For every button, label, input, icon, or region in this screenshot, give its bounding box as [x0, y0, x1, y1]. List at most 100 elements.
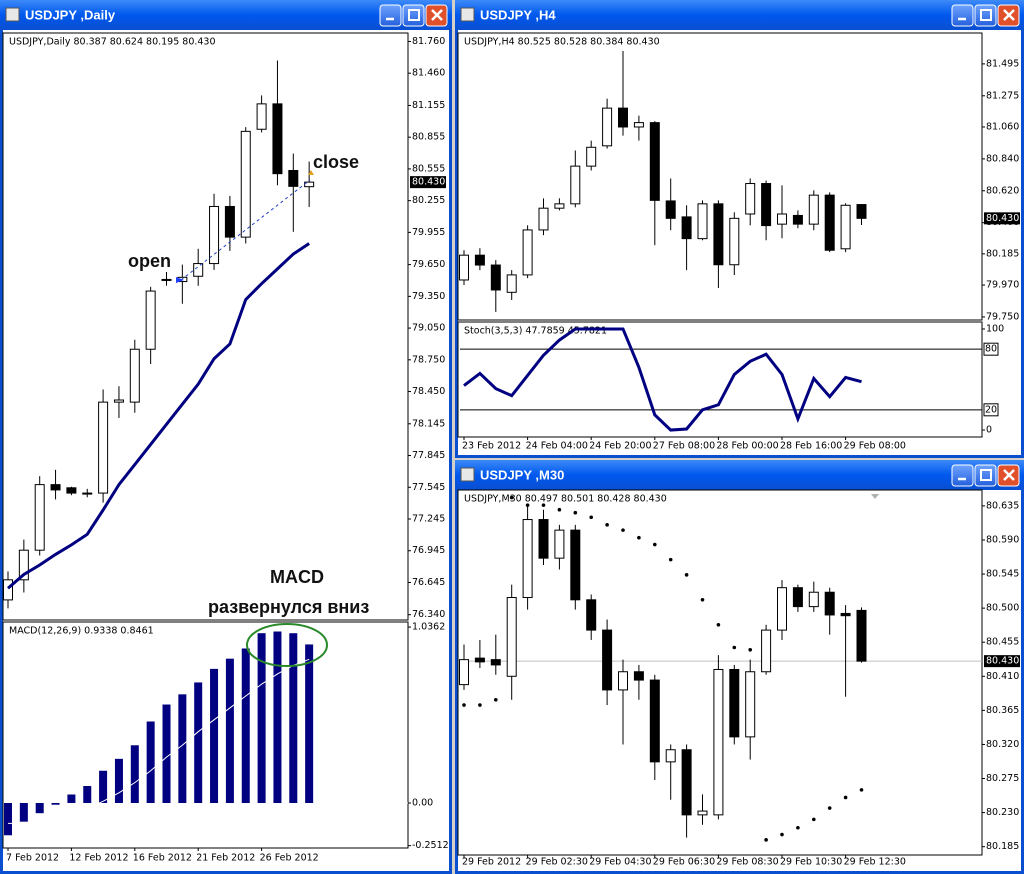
maximize-button[interactable]: [974, 4, 997, 27]
level-box: [983, 342, 999, 356]
candle-body: [713, 203, 724, 266]
sar-dot: [812, 817, 816, 822]
y-tick-label: -0.2512: [412, 840, 449, 851]
candle-body: [633, 671, 644, 681]
x-tick-label: 29 Feb 10:30: [780, 857, 842, 868]
close-arrow: [308, 170, 314, 175]
sar-dot: [621, 528, 625, 532]
window-icon: [460, 467, 475, 482]
y-tick-label: 80.620: [986, 185, 1019, 196]
pane: [457, 32, 983, 321]
level-label: 80: [985, 344, 997, 355]
window-title: USDJPY ,H4: [480, 7, 556, 22]
y-tick-label: 78.450: [412, 386, 445, 397]
pane-header: USDJPY,Daily 80.387 80.624 80.195 80.430: [9, 37, 216, 48]
x-tick-label: 29 Feb 02:30: [526, 857, 588, 868]
pane: [457, 489, 983, 856]
y-tick-label: 79.650: [412, 259, 445, 270]
current-price-label: 80.430: [412, 177, 445, 188]
y-tick-label: 81.760: [412, 36, 445, 47]
minimize-button[interactable]: [951, 464, 974, 487]
macd-bar: [225, 658, 234, 804]
sar-dot: [668, 557, 673, 562]
x-tick-label: 16 Feb 2012: [133, 853, 192, 864]
y-tick-label: 81.155: [412, 100, 445, 111]
candle-body: [777, 587, 787, 631]
candle-body: [808, 194, 819, 225]
maximize-button[interactable]: [974, 464, 997, 487]
candle-body: [288, 169, 299, 187]
candle-body: [840, 204, 851, 250]
title-bar: [455, 460, 1024, 490]
macd-bar: [178, 694, 187, 804]
chart-area: [458, 30, 1021, 455]
candle-body: [665, 749, 676, 763]
candle-body: [272, 103, 283, 175]
macd-bar: [210, 668, 219, 804]
y-tick-label: 80.185: [986, 841, 1019, 852]
y-tick-label: 81.495: [986, 58, 1019, 69]
y-tick-label: 79.970: [986, 280, 1019, 291]
sar-dot: [637, 535, 641, 540]
y-tick-label: 80.840: [986, 153, 1019, 164]
pane-header: USDJPY,M30 80.497 80.501 80.428 80.430: [464, 494, 667, 505]
maximize-icon: [980, 469, 992, 481]
candle-body: [538, 519, 549, 559]
sar-dot: [462, 703, 466, 707]
y-tick-label: 80.635: [986, 500, 1019, 511]
macd-bar: [241, 648, 250, 804]
candle-body: [570, 165, 581, 205]
candle-body: [697, 203, 708, 240]
candle-body: [618, 671, 628, 691]
x-tick-label: 21 Feb 2012: [196, 853, 255, 864]
sar-dot: [684, 573, 689, 577]
y-tick-label: 81.060: [986, 121, 1019, 132]
sar-dot: [859, 788, 864, 792]
candle-body: [490, 659, 501, 666]
macd-bar: [289, 633, 298, 804]
level-box: [983, 403, 999, 417]
macd-bar: [257, 633, 266, 804]
sar-dot: [780, 832, 784, 837]
macd-bar: [130, 745, 139, 804]
x-tick-label: 23 Feb 2012: [462, 441, 521, 452]
minimize-button[interactable]: [379, 4, 402, 27]
candle-body: [193, 263, 204, 277]
maximize-icon: [980, 9, 992, 21]
candle-body: [98, 401, 109, 494]
macd-bar: [162, 704, 171, 804]
candle-body: [522, 519, 533, 599]
annotation: MACD: [270, 567, 324, 587]
y-tick-label: 80.230: [986, 807, 1019, 818]
candle-body: [209, 205, 220, 265]
candle-body: [145, 290, 156, 350]
candle-body: [618, 107, 628, 128]
current-price-box: [410, 176, 446, 189]
sar-dot: [796, 825, 800, 830]
sar-dot: [827, 806, 832, 810]
x-tick-label: 7 Feb 2012: [6, 853, 59, 864]
pane-header: MACD(12,26,9) 0.9338 0.8461: [9, 626, 154, 637]
candle-body: [745, 671, 756, 738]
y-tick-label: 78.750: [412, 354, 445, 365]
y-tick-label: 76.340: [412, 609, 445, 620]
y-tick-label: 80.545: [986, 569, 1019, 580]
candle-body: [681, 216, 692, 240]
maximize-button[interactable]: [402, 4, 425, 27]
close-icon: [1003, 9, 1015, 21]
y-tick-label: 79.955: [412, 227, 445, 238]
macd-bar: [51, 803, 60, 805]
current-price-label: 80.430: [986, 656, 1019, 667]
x-tick-label: 24 Feb 04:00: [526, 441, 588, 452]
minimize-button[interactable]: [951, 4, 974, 27]
candle-body: [602, 629, 613, 691]
x-tick-label: 24 Feb 20:00: [589, 441, 651, 452]
y-tick-label: 77.245: [412, 513, 445, 524]
x-tick-label: 29 Feb 08:00: [844, 441, 906, 452]
y-tick-label: 80.555: [412, 163, 445, 174]
candle-body: [808, 591, 819, 608]
candle-body: [792, 587, 803, 608]
candle-body: [824, 194, 835, 251]
sar-dot: [541, 503, 546, 507]
current-price-box: [984, 655, 1020, 668]
